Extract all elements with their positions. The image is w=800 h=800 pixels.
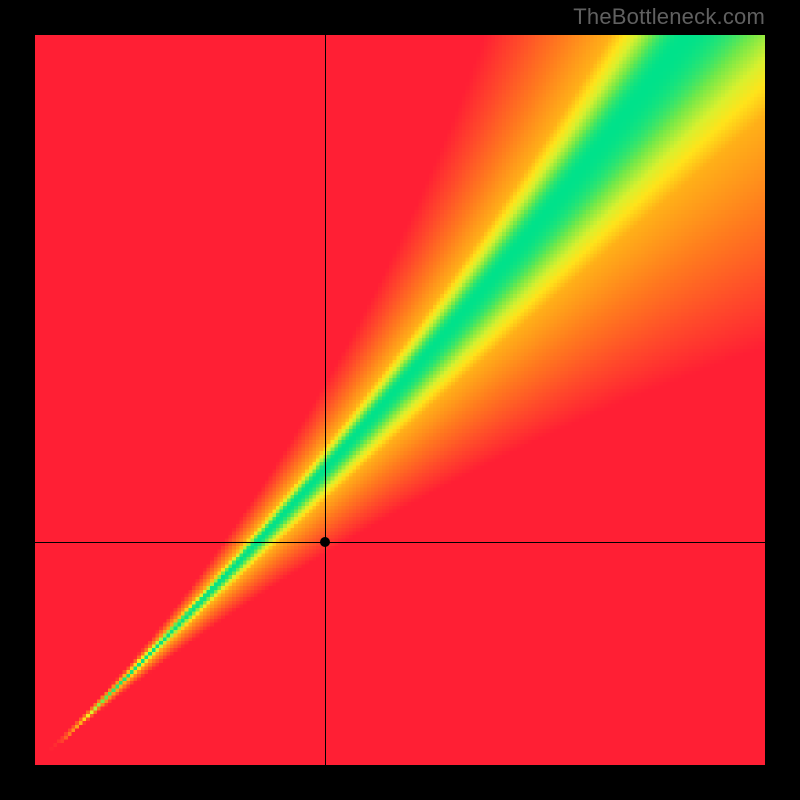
crosshair-vertical (325, 35, 326, 765)
plot-area (35, 35, 765, 765)
selection-marker (320, 537, 330, 547)
crosshair-horizontal (35, 542, 765, 543)
bottleneck-heatmap (35, 35, 765, 765)
watermark-text: TheBottleneck.com (573, 4, 765, 30)
chart-frame: TheBottleneck.com (0, 0, 800, 800)
